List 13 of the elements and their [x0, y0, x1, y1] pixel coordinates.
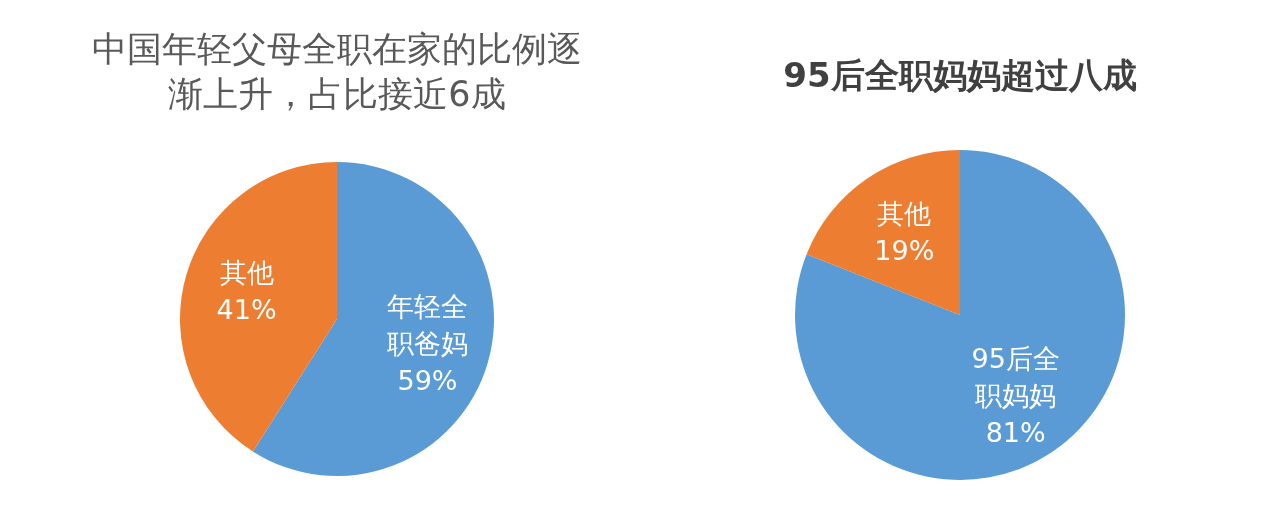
- data-label: 41%: [216, 294, 277, 326]
- data-label: 19%: [874, 234, 935, 266]
- slice-label: 年轻全职爸妈: [386, 291, 468, 360]
- data-label: 81%: [985, 416, 1046, 448]
- slice-label: 其他: [219, 257, 274, 289]
- slice-label: 其他: [877, 197, 932, 229]
- slice-label: 95后全职妈妈: [971, 342, 1060, 411]
- pie-slice: [795, 150, 1125, 480]
- chart-title: 中国年轻父母全职在家的比例逐渐上升，占比接近6成: [92, 29, 582, 114]
- pie-slice: [806, 150, 960, 315]
- chart-title: 95后全职妈妈超过八成: [783, 55, 1137, 95]
- pie-slice: [180, 162, 337, 452]
- data-label: 59%: [397, 365, 458, 397]
